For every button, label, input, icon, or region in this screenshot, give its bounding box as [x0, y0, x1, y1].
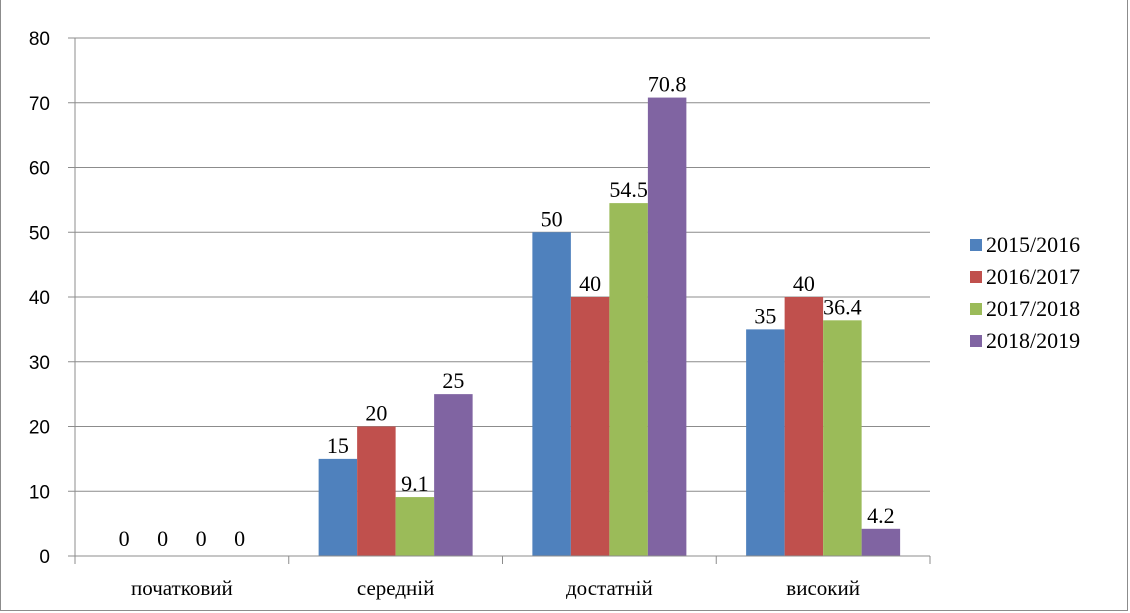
- y-tick-label: 80: [29, 29, 50, 50]
- data-label: 40: [579, 271, 601, 296]
- data-label: 20: [365, 401, 387, 426]
- bar: [823, 320, 862, 556]
- data-label: 54.5: [609, 177, 648, 202]
- y-tick-label: 50: [29, 223, 50, 244]
- data-label: 40: [793, 271, 815, 296]
- data-label: 36.4: [823, 294, 862, 319]
- data-label: 0: [119, 526, 130, 551]
- axes: [68, 37, 931, 564]
- legend-label: 2018/2019: [986, 328, 1080, 353]
- category-label: середній: [357, 576, 434, 600]
- bar: [570, 297, 610, 556]
- y-tick-label: 10: [29, 482, 50, 503]
- bar: [434, 394, 473, 556]
- y-tick-label: 20: [29, 418, 50, 439]
- legend-swatch: [970, 239, 982, 251]
- bars: [318, 97, 901, 557]
- data-label: 0: [196, 526, 207, 551]
- data-label: 15: [327, 433, 349, 458]
- legend-label: 2015/2016: [986, 232, 1080, 257]
- y-tick-label: 70: [29, 94, 50, 115]
- data-label: 35: [754, 303, 776, 328]
- gridlines: [75, 37, 930, 492]
- legend-swatch: [970, 335, 982, 347]
- bar: [357, 426, 396, 556]
- y-tick-label: 60: [29, 159, 50, 180]
- legend-label: 2017/2018: [986, 296, 1080, 321]
- data-label: 9.1: [401, 471, 429, 496]
- legend-swatch: [970, 271, 982, 283]
- data-label: 0: [234, 526, 245, 551]
- category-label: високий: [786, 576, 860, 600]
- bar: [647, 97, 687, 556]
- category-labels: початковий середній достатній високий: [131, 576, 860, 600]
- y-tick-label: 30: [29, 353, 50, 374]
- legend-swatch: [970, 303, 982, 315]
- legend: 2015/2016 2016/2017 2017/2018 2018/2019: [970, 232, 1080, 353]
- data-labels: 0 15 50 35 0 20 40 40 0 9.1 54.5 36.4 0 25 70.8 4.2: [119, 72, 895, 551]
- y-tick-labels: 0 10 20 30 40 50 60 70 80: [29, 29, 50, 568]
- data-label: 50: [541, 206, 563, 231]
- bar: [532, 232, 571, 556]
- y-tick-label: 40: [29, 288, 50, 309]
- data-label: 25: [442, 368, 464, 393]
- y-tick-label: 0: [39, 547, 50, 568]
- bar: [861, 528, 901, 556]
- bar: [318, 458, 358, 556]
- bar: [784, 297, 824, 556]
- bar: [746, 329, 785, 556]
- category-label: достатній: [566, 576, 653, 600]
- bar: [395, 497, 435, 556]
- bar: [609, 203, 648, 557]
- data-label: 70.8: [648, 72, 687, 97]
- data-label: 0: [157, 526, 168, 551]
- data-label: 4.2: [867, 503, 895, 528]
- legend-label: 2016/2017: [986, 264, 1080, 289]
- category-label: початковий: [131, 576, 233, 600]
